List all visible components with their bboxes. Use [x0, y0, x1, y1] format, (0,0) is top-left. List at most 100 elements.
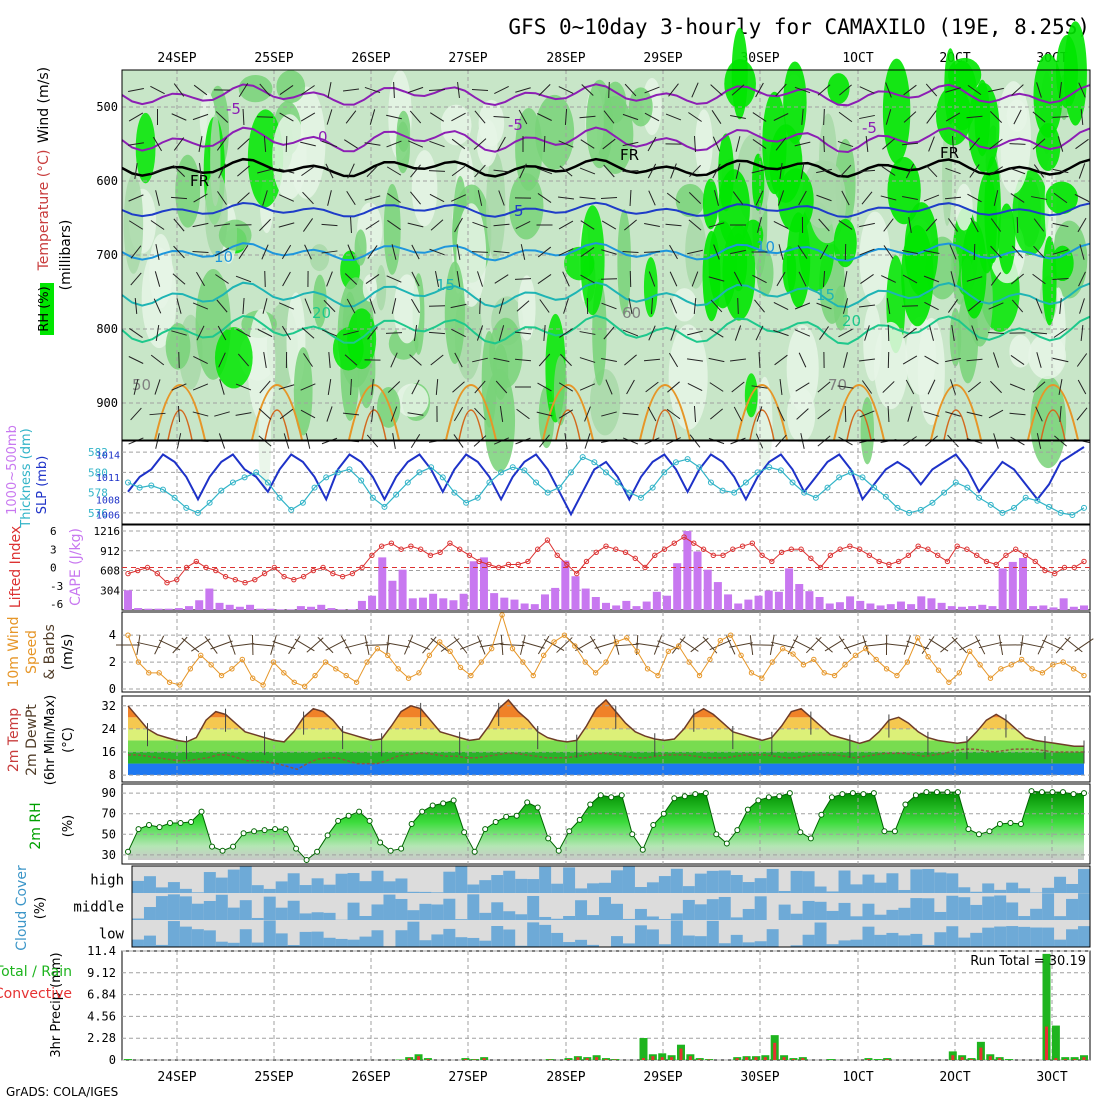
ylabel-millibars: (millibars): [58, 220, 74, 291]
lifted-index-point: [759, 552, 765, 559]
wind-barb: [559, 165, 573, 177]
wind-barb: [537, 382, 552, 392]
wind-barb: [456, 271, 461, 287]
cloud-cell-bg: [1054, 893, 1067, 920]
precip-tick: 2.28: [87, 1031, 116, 1045]
thickness-point: [125, 479, 131, 486]
cloud-cell-bg: [479, 920, 492, 947]
wind-barb: [454, 352, 463, 368]
rh-area: [128, 791, 1084, 860]
wind-barb: [217, 325, 227, 341]
cloud-cell: [1054, 939, 1067, 947]
wind-barb: [755, 190, 764, 206]
wind-barb: [1075, 138, 1089, 150]
lifted-index-point: [261, 570, 268, 577]
surface-wind-barb: [928, 638, 949, 652]
thickness-point: [801, 489, 808, 496]
cloud-cell: [191, 929, 205, 947]
cloud-cell: [299, 885, 313, 893]
lifted-index-point: [925, 546, 931, 552]
surface-wind-barb: [709, 639, 732, 651]
wind-barb: [1059, 81, 1062, 99]
ylabel-convective: Convective: [0, 986, 72, 1002]
cloud-cell: [132, 939, 145, 947]
lifted-index-point: [135, 567, 141, 574]
slp-tick: 1011: [96, 473, 120, 484]
lifted-index-point: [1052, 570, 1058, 577]
ylabel-1000-500mb: 1000~500mb: [5, 425, 20, 515]
lifted-index-point: [164, 580, 170, 586]
wind-barb: [945, 87, 961, 93]
rh-patch-high: [718, 133, 734, 212]
cloud-cell: [694, 936, 708, 947]
surface-wind-barb: [1055, 636, 1071, 654]
wind-barb: [966, 411, 983, 417]
wind-speed-point: [925, 654, 931, 660]
rh-patch-high: [722, 224, 756, 321]
cloud-cell-bg: [646, 893, 660, 920]
cloud-cell: [634, 925, 648, 947]
cape-bar: [703, 569, 712, 610]
wind-speed-point: [665, 648, 672, 655]
cloud-cell: [179, 888, 193, 893]
lifted-index-point: [232, 576, 239, 583]
wind-barb: [325, 163, 334, 179]
cloud-cell: [946, 926, 959, 947]
wind-barb: [326, 406, 333, 422]
cape-bar: [957, 606, 966, 610]
wind-barb: [886, 298, 891, 314]
precip-conv-bar: [482, 1058, 486, 1060]
wind-barb: [838, 328, 853, 338]
wind-barb: [177, 405, 181, 423]
wind-barb: [819, 244, 829, 260]
thickness-point: [1057, 509, 1064, 516]
wind-barb: [794, 302, 811, 310]
cape-bar: [713, 582, 722, 610]
rh-point: [828, 794, 835, 801]
wind-barb: [150, 354, 165, 366]
wind-barb: [580, 274, 595, 284]
wind-barb: [386, 275, 402, 283]
surface-wind-barb: [204, 636, 218, 654]
date-label-bottom: 1OCT: [842, 1070, 873, 1085]
wind-barb: [371, 378, 374, 396]
thickness-point: [533, 479, 540, 486]
wind-speed-point: [1050, 662, 1056, 668]
wind-barb: [774, 354, 788, 366]
contour-0: [121, 126, 1091, 154]
wind-speed-point: [364, 659, 370, 665]
cloud-cell: [658, 876, 672, 893]
cape-bar: [846, 596, 855, 610]
rh-patch-high: [752, 153, 765, 211]
contour-hot: [1040, 409, 1066, 441]
thickness-point: [999, 509, 1006, 516]
cape-bar: [225, 604, 234, 610]
wind-barb: [128, 142, 144, 146]
wind-barb: [258, 408, 272, 420]
wind-barb: [173, 245, 185, 259]
cloud-cell: [587, 944, 600, 947]
wind-barb: [410, 191, 421, 205]
wind-barb: [823, 108, 825, 126]
rh-point: [723, 840, 730, 847]
cloud-cell: [766, 868, 780, 893]
pressure-tick-label: 500: [96, 100, 118, 114]
wind-barb: [128, 220, 144, 230]
wind-speed-point: [1008, 662, 1014, 668]
lifted-index-point: [622, 549, 629, 555]
wind-barb: [407, 140, 424, 148]
wind-barb: [474, 380, 486, 394]
thickness-tick: 582: [88, 446, 108, 459]
cloud-cell: [778, 891, 792, 893]
thickness-point: [626, 489, 633, 496]
rh-point: [282, 826, 289, 833]
cloud-cell: [718, 870, 732, 893]
cloud-cell: [1054, 876, 1067, 893]
lifted-index-point: [398, 546, 404, 552]
wind-barb: [949, 244, 957, 260]
wind-speed-point: [821, 670, 827, 676]
ylabel-rh-units: (%): [61, 815, 76, 838]
lifted-index-point: [378, 543, 385, 549]
